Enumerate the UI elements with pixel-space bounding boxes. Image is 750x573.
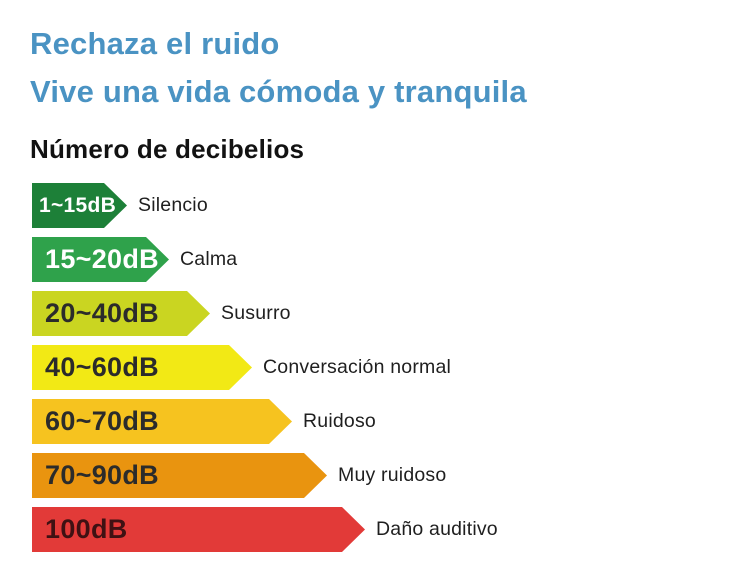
section-heading: Número de decibelios bbox=[30, 134, 305, 164]
db-bar-row: 70~90dB Muy ruidoso bbox=[32, 453, 498, 498]
db-level-label: Daño auditivo bbox=[376, 518, 498, 540]
db-bar-row: 15~20dB Calma bbox=[32, 237, 498, 282]
decibel-bar-chart: 1~15dB Silencio 15~20dB Calma 20~40dB Su… bbox=[32, 183, 498, 561]
title-line-2: Vive una vida cómoda y tranquila bbox=[30, 74, 527, 109]
db-range-arrow: 15~20dB bbox=[32, 237, 169, 282]
db-level-label: Calma bbox=[180, 248, 238, 270]
db-range-arrow: 60~70dB bbox=[32, 399, 292, 444]
db-range-arrow: 70~90dB bbox=[32, 453, 327, 498]
db-range-arrow: 40~60dB bbox=[32, 345, 252, 390]
db-bar-row: 40~60dB Conversación normal bbox=[32, 345, 498, 390]
db-range-arrow: 20~40dB bbox=[32, 291, 210, 336]
db-level-label: Ruidoso bbox=[303, 410, 376, 432]
db-bar-row: 100dB Daño auditivo bbox=[32, 507, 498, 552]
db-level-label: Susurro bbox=[221, 302, 291, 324]
db-range-arrow: 100dB bbox=[32, 507, 365, 552]
db-level-label: Silencio bbox=[138, 194, 208, 216]
title-line-1: Rechaza el ruido bbox=[30, 26, 280, 61]
page-title: Rechaza el ruido Vive una vida cómoda y … bbox=[30, 20, 527, 116]
db-bar-row: 1~15dB Silencio bbox=[32, 183, 498, 228]
db-bar-row: 20~40dB Susurro bbox=[32, 291, 498, 336]
db-level-label: Conversación normal bbox=[263, 356, 452, 378]
db-range-arrow: 1~15dB bbox=[32, 183, 127, 228]
db-bar-row: 60~70dB Ruidoso bbox=[32, 399, 498, 444]
db-level-label: Muy ruidoso bbox=[338, 464, 447, 486]
